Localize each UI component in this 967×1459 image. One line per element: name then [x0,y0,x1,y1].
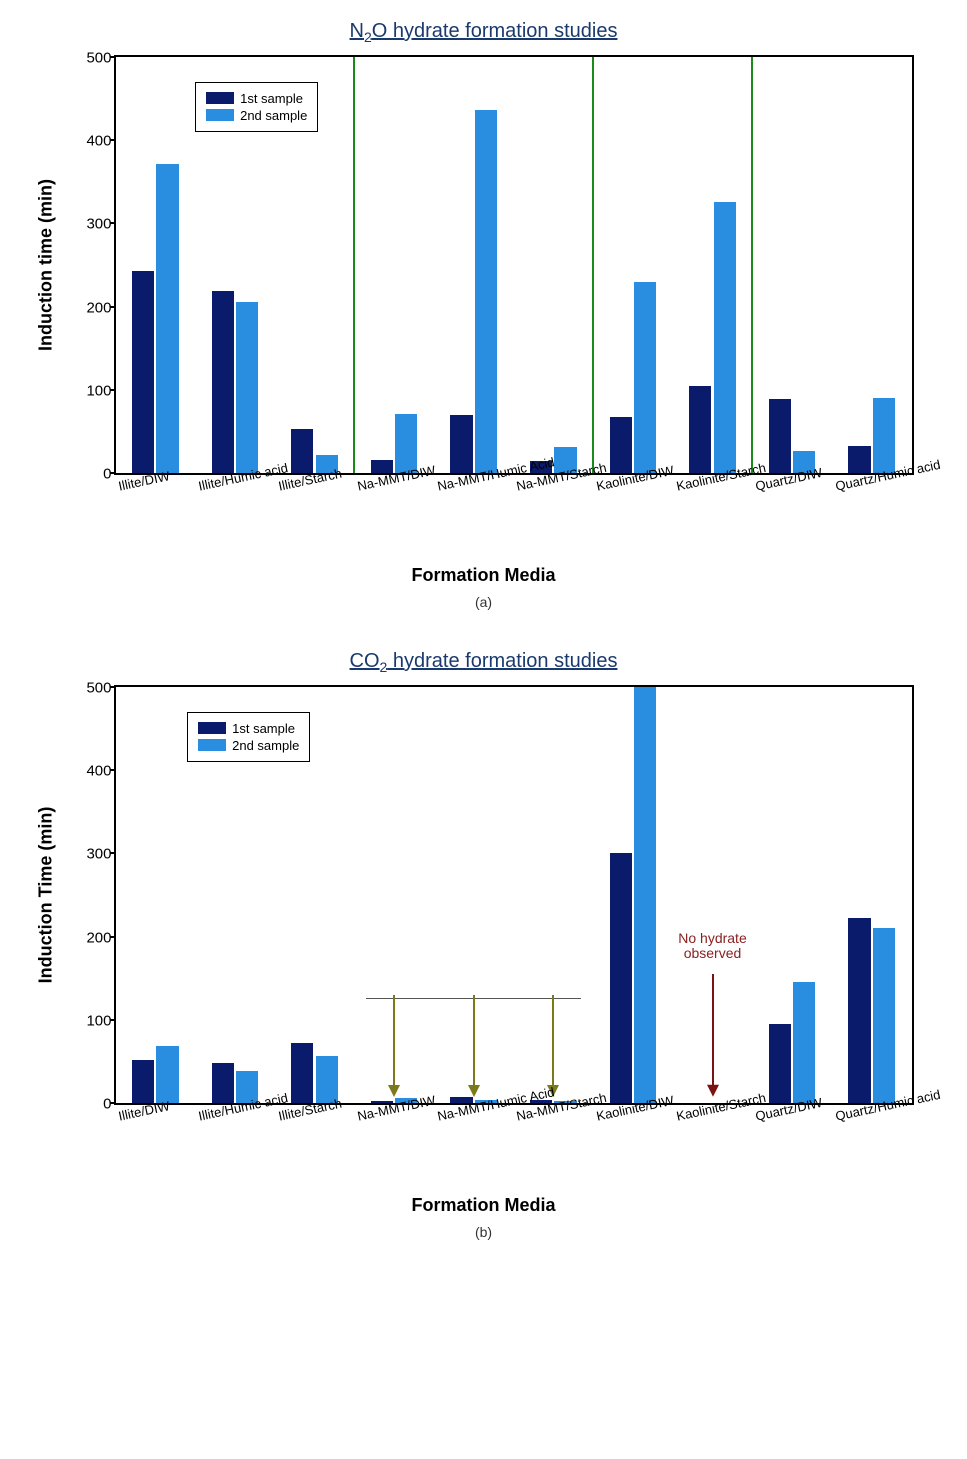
ytick-label: 400 [66,133,112,150]
ytick-mark [110,56,116,58]
chart-b-xaxis-label: Formation Media [34,1195,934,1216]
bar [714,202,736,473]
group-divider [353,57,355,473]
ytick-mark [110,686,116,688]
ytick-mark [110,1102,116,1104]
legend-swatch [206,109,234,121]
chart-b-plot: Induction Time (min) 1st sample2nd sampl… [114,685,914,1185]
ytick-mark [110,1019,116,1021]
ytick-mark [110,306,116,308]
figure-a: N2O hydrate formation studies Induction … [34,20,934,610]
ytick-label: 300 [66,846,112,863]
legend-label: 2nd sample [232,738,299,753]
ytick-label: 200 [66,299,112,316]
ytick-mark [110,472,116,474]
bar [873,398,895,473]
bar [793,982,815,1103]
bar [132,271,154,473]
ytick-label: 100 [66,1012,112,1029]
chart-a-xaxis-label: Formation Media [34,565,934,586]
chart-a-title: N2O hydrate formation studies [34,20,934,45]
bar [132,1060,154,1103]
legend-label: 1st sample [232,721,295,736]
group-divider [751,57,753,473]
bar [291,429,313,473]
ytick-label: 300 [66,216,112,233]
bar [689,386,711,473]
ytick-mark [110,852,116,854]
ytick-label: 100 [66,382,112,399]
ytick-mark [110,769,116,771]
legend-swatch [206,92,234,104]
ytick-label: 500 [66,680,112,697]
bar [395,414,417,473]
bar [212,1063,234,1103]
legend-label: 2nd sample [240,108,307,123]
bar [873,928,895,1103]
bar [634,282,656,473]
chart-a-legend: 1st sample 2nd sample [195,82,318,132]
bar [236,302,258,473]
ytick-mark [110,139,116,141]
chart-a-caption: (a) [34,594,934,610]
chart-b-title: CO2 hydrate formation studies [34,650,934,675]
bar [634,687,656,1103]
ytick-label: 400 [66,763,112,780]
chart-a-xlabels: Illite/DIWIllite/Humic acidIllite/Starch… [114,475,914,555]
down-arrow-icon [543,995,563,1099]
bar [769,1024,791,1103]
bar [769,399,791,473]
annotation-text: No hydrateobserved [663,931,763,962]
bar [450,415,472,473]
ytick-label: 0 [66,1096,112,1113]
bar [156,164,178,474]
legend-swatch [198,739,226,751]
legend-item: 2nd sample [206,108,307,123]
ytick-mark [110,222,116,224]
chart-b-ylabel: Induction Time (min) [35,807,56,984]
chart-b-xlabels: Illite/DIWIllite/Humic acidIllite/Starch… [114,1105,914,1185]
ytick-label: 0 [66,466,112,483]
bar [475,110,497,473]
chart-b-legend: 1st sample 2nd sample [187,712,310,762]
legend-label: 1st sample [240,91,303,106]
bar [610,853,632,1103]
chart-b-caption: (b) [34,1224,934,1240]
bar [291,1043,313,1103]
bar [212,291,234,473]
ytick-label: 200 [66,929,112,946]
bar [156,1046,178,1103]
legend-swatch [198,722,226,734]
ytick-mark [110,389,116,391]
bar [848,446,870,473]
ytick-mark [110,936,116,938]
chart-b-axes: Induction Time (min) 1st sample2nd sampl… [114,685,914,1105]
down-arrow-icon [464,995,484,1099]
ytick-label: 500 [66,50,112,67]
chart-a-plot: Induction time (min) 1st sample2nd sampl… [114,55,914,555]
chart-a-ylabel: Induction time (min) [35,179,56,351]
group-divider [592,57,594,473]
legend-item: 1st sample [206,91,307,106]
down-arrow-icon [384,995,404,1099]
down-arrow-icon [703,974,723,1099]
bar [848,918,870,1103]
figure-b: CO2 hydrate formation studies Induction … [34,650,934,1240]
legend-item: 2nd sample [198,738,299,753]
bar [610,417,632,473]
legend-item: 1st sample [198,721,299,736]
chart-a-axes: Induction time (min) 1st sample2nd sampl… [114,55,914,475]
